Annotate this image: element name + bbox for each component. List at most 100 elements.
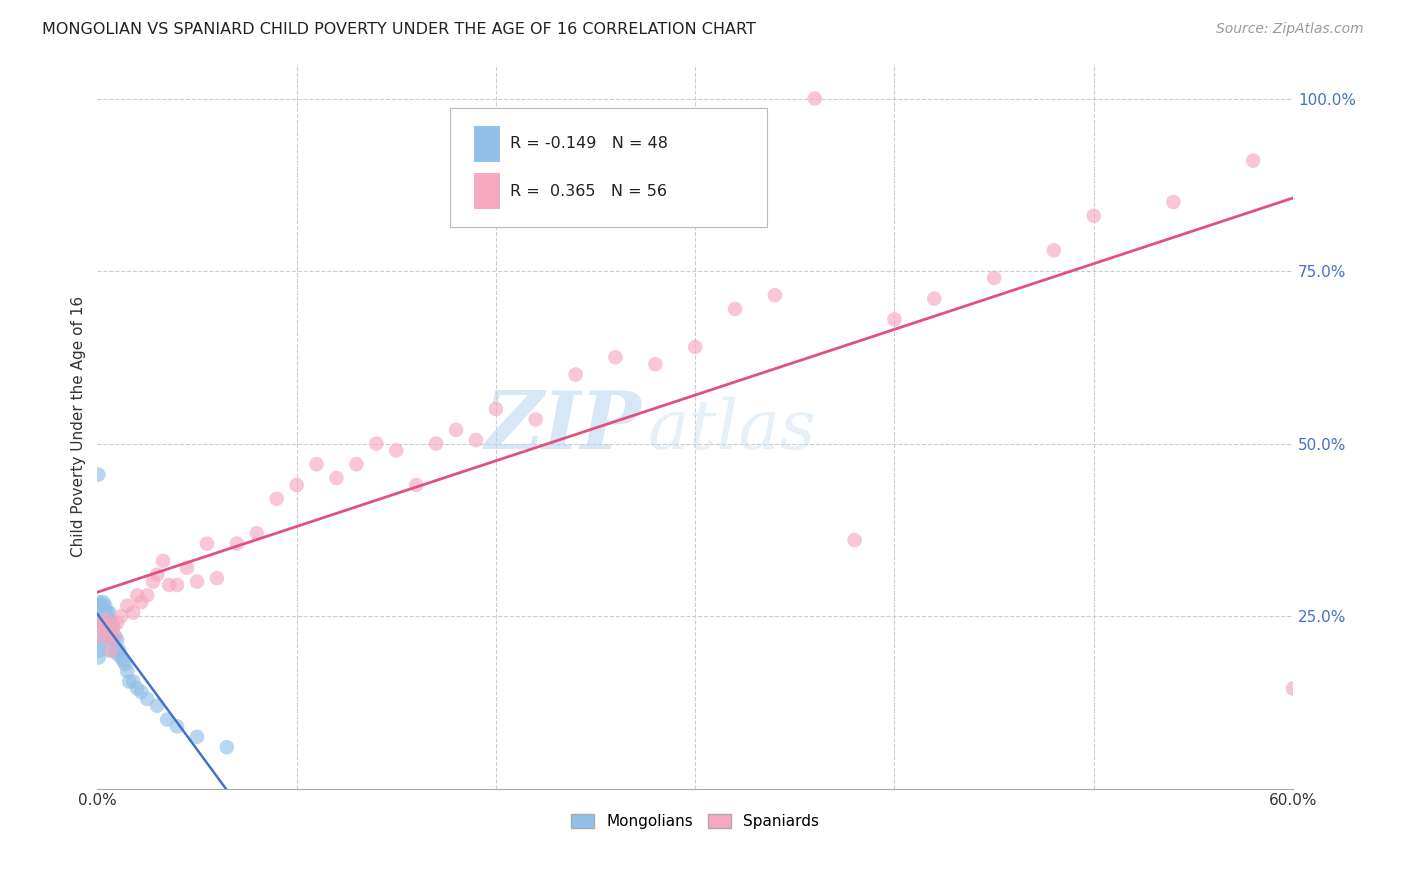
- Point: [564, 368, 586, 382]
- Point: [683, 340, 706, 354]
- Point: [94, 612, 117, 626]
- Point: [110, 650, 132, 665]
- Point: [103, 633, 125, 648]
- Point: [115, 665, 138, 679]
- Point: [91, 606, 114, 620]
- Point: [100, 630, 122, 644]
- Text: R = -0.149   N = 48: R = -0.149 N = 48: [510, 136, 668, 152]
- Point: [285, 478, 308, 492]
- Point: [465, 433, 488, 447]
- Point: [100, 643, 122, 657]
- Point: [644, 357, 666, 371]
- Point: [142, 574, 165, 589]
- Point: [366, 436, 388, 450]
- Point: [90, 609, 112, 624]
- Point: [524, 412, 547, 426]
- Point: [94, 599, 117, 613]
- Point: [87, 643, 110, 657]
- Point: [1163, 195, 1185, 210]
- Point: [444, 423, 467, 437]
- Point: [91, 619, 114, 633]
- Point: [129, 595, 152, 609]
- Point: [215, 740, 238, 755]
- Point: [96, 619, 118, 633]
- Point: [94, 606, 117, 620]
- Point: [724, 301, 747, 316]
- Point: [385, 443, 408, 458]
- Point: [89, 637, 111, 651]
- Point: [96, 606, 118, 620]
- Point: [405, 478, 427, 492]
- Point: [344, 457, 367, 471]
- Point: [91, 630, 114, 644]
- Text: R =  0.365   N = 56: R = 0.365 N = 56: [510, 184, 666, 199]
- Text: atlas: atlas: [647, 396, 815, 463]
- Point: [91, 619, 114, 633]
- Text: MONGOLIAN VS SPANIARD CHILD POVERTY UNDER THE AGE OF 16 CORRELATION CHART: MONGOLIAN VS SPANIARD CHILD POVERTY UNDE…: [42, 22, 756, 37]
- Point: [127, 588, 149, 602]
- Point: [156, 713, 179, 727]
- Point: [110, 609, 132, 624]
- Point: [87, 467, 110, 482]
- Y-axis label: Child Poverty Under the Age of 16: Child Poverty Under the Age of 16: [72, 296, 86, 557]
- Point: [118, 674, 141, 689]
- Point: [983, 271, 1005, 285]
- Point: [114, 657, 136, 672]
- Point: [89, 630, 111, 644]
- Point: [90, 606, 112, 620]
- Point: [104, 643, 127, 657]
- Point: [166, 578, 188, 592]
- Point: [91, 595, 114, 609]
- FancyBboxPatch shape: [474, 173, 501, 210]
- Point: [136, 691, 159, 706]
- Point: [186, 574, 208, 589]
- Point: [105, 647, 128, 661]
- Point: [105, 615, 128, 630]
- Point: [98, 606, 121, 620]
- Point: [485, 402, 508, 417]
- Point: [1083, 209, 1105, 223]
- Point: [122, 606, 145, 620]
- Point: [105, 633, 128, 648]
- Point: [176, 560, 198, 574]
- Point: [924, 292, 946, 306]
- Point: [325, 471, 347, 485]
- Point: [305, 457, 328, 471]
- Point: [605, 351, 627, 365]
- Point: [108, 643, 131, 657]
- Point: [98, 612, 121, 626]
- Point: [103, 619, 125, 633]
- Point: [89, 630, 111, 644]
- Point: [883, 312, 905, 326]
- Point: [90, 615, 112, 630]
- Point: [103, 619, 125, 633]
- Point: [115, 599, 138, 613]
- Point: [96, 630, 118, 644]
- Point: [129, 685, 152, 699]
- Point: [803, 91, 825, 105]
- Point: [266, 491, 288, 506]
- FancyBboxPatch shape: [474, 126, 501, 162]
- Point: [122, 674, 145, 689]
- Point: [136, 588, 159, 602]
- Point: [100, 615, 122, 630]
- Point: [146, 567, 169, 582]
- Text: ZIP: ZIP: [485, 387, 641, 465]
- Point: [89, 599, 111, 613]
- Point: [763, 288, 786, 302]
- Point: [146, 698, 169, 713]
- Point: [112, 654, 135, 668]
- Point: [89, 599, 111, 613]
- Point: [94, 630, 117, 644]
- Point: [87, 650, 110, 665]
- Text: Source: ZipAtlas.com: Source: ZipAtlas.com: [1216, 22, 1364, 37]
- Point: [152, 554, 174, 568]
- Point: [195, 536, 218, 550]
- Point: [104, 630, 127, 644]
- Point: [127, 681, 149, 696]
- Point: [844, 533, 866, 548]
- Point: [89, 595, 111, 609]
- Point: [1241, 153, 1264, 168]
- Point: [186, 730, 208, 744]
- Point: [98, 623, 121, 637]
